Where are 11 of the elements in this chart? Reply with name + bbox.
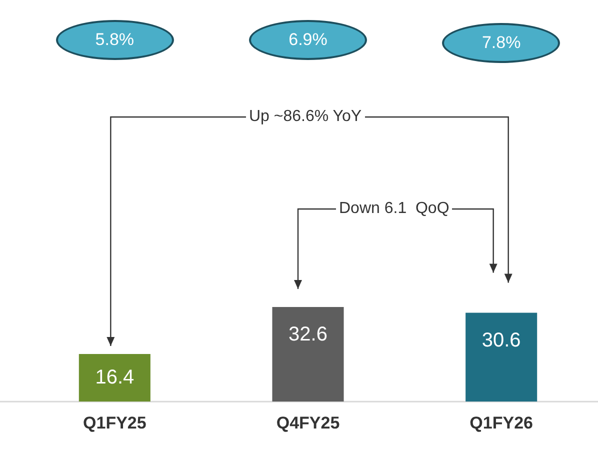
text: Up ~86.6% YoY [246, 108, 365, 126]
text: 5.8% [56, 20, 174, 60]
data-label: 32.6 [288, 323, 328, 346]
x-tick-label: Q4FY25 [276, 413, 340, 432]
x-tick-label: Q1FY25 [83, 413, 146, 432]
text: 6.9% [249, 20, 367, 60]
text: Down 6.1 QoQ [336, 200, 452, 218]
data-label: 30.6 [482, 329, 521, 352]
text: 7.8% [442, 23, 560, 63]
x-tick-label: Q1FY26 [470, 413, 533, 432]
data-label: 16.4 [95, 366, 134, 388]
